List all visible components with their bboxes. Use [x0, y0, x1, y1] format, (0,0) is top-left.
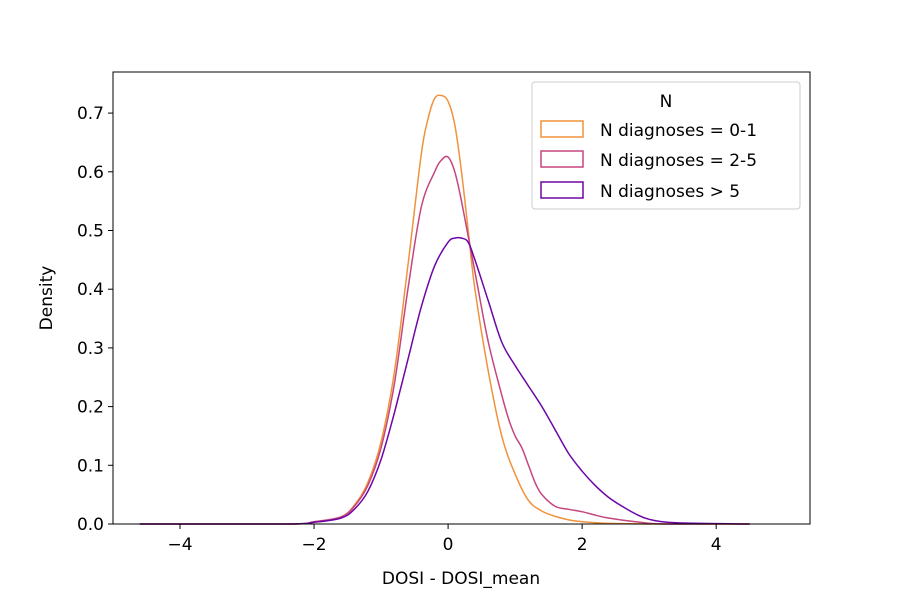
legend-swatch — [540, 181, 584, 199]
y-tick-label: 0.6 — [77, 163, 104, 183]
legend-box — [531, 81, 801, 210]
y-axis-ticks: 0.0 0.1 0.2 0.3 0.4 0.5 0.6 0.7 — [77, 104, 113, 535]
x-tick-label: 4 — [711, 535, 722, 555]
density-curves — [139, 94, 750, 525]
y-tick-label: 0.2 — [77, 398, 104, 418]
y-tick-label: 0.5 — [77, 221, 104, 241]
y-tick-label: 0.7 — [77, 104, 104, 124]
axes-frame — [112, 71, 811, 525]
x-tick-label: 2 — [577, 535, 588, 555]
x-axis-label: DOSI - DOSI_mean — [382, 569, 540, 589]
y-tick-label: 0.1 — [77, 456, 104, 476]
x-tick-label: −4 — [167, 535, 192, 555]
legend-swatch — [540, 150, 584, 168]
density-curve — [139, 236, 750, 525]
y-axis-label: Density — [37, 266, 57, 331]
x-axis-ticks: −4 −2 0 2 4 — [167, 524, 722, 555]
legend: N N diagnoses = 0-1 N diagnoses = 2-5 N … — [531, 81, 801, 210]
y-tick-label: 0.4 — [77, 280, 104, 300]
legend-entry-label: N diagnoses > 5 — [600, 182, 740, 202]
legend-entry-label: N diagnoses = 2-5 — [600, 151, 757, 171]
x-tick-label: 0 — [443, 535, 454, 555]
density-curve — [139, 155, 750, 525]
legend-title: N — [660, 92, 673, 112]
density-curve — [139, 94, 750, 525]
legend-entry-label: N diagnoses = 0-1 — [600, 121, 757, 141]
x-tick-label: −2 — [302, 535, 327, 555]
legend-swatch — [540, 120, 584, 138]
y-tick-label: 0.3 — [77, 339, 104, 359]
y-tick-label: 0.0 — [77, 515, 104, 535]
